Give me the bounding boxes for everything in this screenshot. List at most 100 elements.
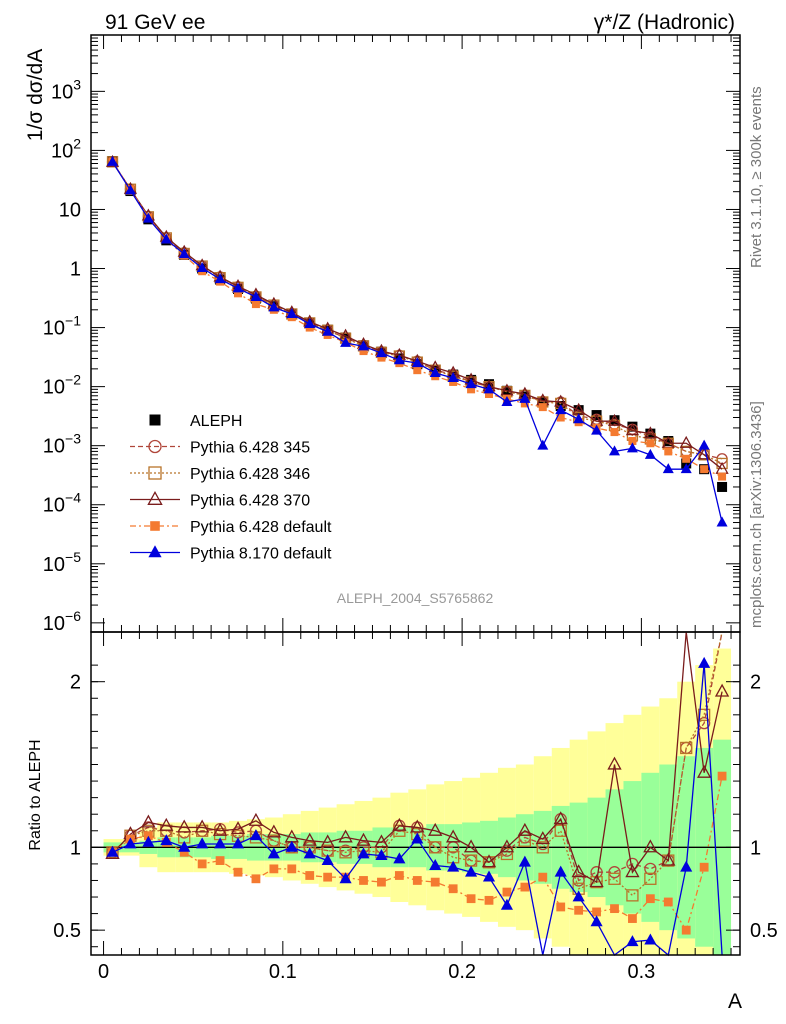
legend-entry: Pythia 6.428 346: [130, 466, 310, 483]
data-point: [303, 847, 316, 859]
legend-label: Pythia 6.428 346: [190, 466, 310, 483]
data-point: [231, 837, 245, 849]
data-point: [699, 862, 709, 872]
data-point: [467, 385, 476, 394]
data-point: [625, 864, 640, 878]
legend-entry: Pythia 8.170 default: [130, 545, 332, 563]
data-point: [556, 902, 566, 912]
data-point: [321, 853, 334, 865]
data-point: [411, 357, 423, 368]
data-point: [302, 832, 317, 846]
ratio-panel: 0 0.1 0.2 0.3 0.5 0.5 1 1 2 2: [53, 631, 778, 983]
data-point: [646, 439, 655, 448]
data-point: [663, 436, 674, 447]
data-point: [214, 837, 227, 849]
data-point: [214, 273, 226, 284]
legend-label: Pythia 8.170 default: [190, 546, 332, 563]
ratio-y-tick-label-right: 2: [750, 672, 761, 694]
data-point: [591, 424, 603, 435]
data-point: [445, 829, 461, 843]
data-point: [485, 390, 494, 399]
data-point: [500, 383, 514, 396]
data-point: [661, 435, 675, 448]
data-point: [230, 821, 246, 835]
data-point: [573, 413, 585, 424]
data-point: [149, 414, 161, 426]
x-tick-label: 0.3: [627, 961, 655, 983]
data-point: [679, 435, 693, 448]
x-axis-label: A: [728, 990, 742, 1013]
data-point: [147, 490, 163, 505]
data-point: [233, 867, 243, 877]
data-point: [142, 835, 155, 847]
data-point: [644, 448, 656, 459]
data-point: [717, 771, 727, 781]
data-point: [608, 866, 621, 879]
data-point: [717, 481, 728, 492]
data-point: [572, 874, 585, 887]
data-point: [680, 463, 692, 474]
data-point: [608, 872, 621, 885]
data-point: [553, 811, 568, 825]
main-frame: [90, 34, 741, 633]
data-point: [287, 864, 297, 874]
data-point: [698, 439, 710, 450]
data-point: [590, 866, 603, 879]
data-point: [375, 347, 387, 358]
data-point: [574, 905, 584, 915]
data-point: [465, 865, 478, 877]
data-point: [482, 870, 496, 882]
data-point: [268, 301, 280, 312]
ratio-frame: [90, 631, 741, 956]
data-point: [393, 354, 405, 365]
data-point: [160, 233, 172, 244]
data-point: [196, 837, 209, 849]
data-point: [269, 864, 279, 874]
data-point: [377, 353, 386, 362]
data-point: [323, 872, 333, 882]
data-point: [339, 872, 352, 884]
data-point: [393, 852, 406, 864]
data-point: [626, 935, 639, 947]
data-point: [465, 378, 477, 389]
data-point: [483, 383, 495, 394]
mcplots-label: mcplots.cern.ch [arXiv:1306.3436]: [748, 401, 765, 628]
data-point: [537, 439, 549, 450]
data-point: [517, 822, 533, 836]
data-point: [590, 915, 603, 927]
ratio-y-tick-label: 1: [70, 837, 81, 859]
series-pythia-8-170-default: [107, 155, 728, 527]
data-point: [142, 212, 154, 223]
data-point: [357, 847, 370, 859]
data-point: [718, 472, 727, 481]
data-point: [644, 933, 657, 945]
data-point: [589, 874, 604, 888]
data-point: [662, 463, 674, 474]
data-point: [700, 465, 709, 474]
ratio-y-tick-label-right: 1: [750, 837, 761, 859]
data-point: [429, 841, 442, 854]
data-point: [359, 347, 368, 356]
data-point: [178, 840, 191, 852]
data-point: [196, 262, 208, 273]
data-point: [107, 155, 119, 166]
ratio-series-pythia-8-170-default: [106, 656, 723, 957]
data-point: [413, 366, 422, 375]
legend-label: Pythia 6.428 345: [190, 440, 310, 457]
data-point: [645, 894, 655, 904]
data-point: [609, 445, 621, 456]
data-point: [538, 403, 547, 412]
data-point: [412, 876, 422, 885]
data-point: [359, 876, 368, 885]
legend-entry: Pythia 6.428 default: [130, 519, 332, 536]
data-point: [447, 372, 459, 383]
data-point: [714, 683, 730, 697]
data-point: [626, 889, 639, 902]
data-point: [266, 824, 282, 838]
data-point: [536, 841, 549, 854]
x-tick-label: 0.2: [448, 961, 476, 983]
data-point: [520, 399, 529, 408]
data-point: [643, 839, 658, 853]
data-point: [251, 300, 260, 309]
y-tick-label: 1: [70, 259, 81, 281]
